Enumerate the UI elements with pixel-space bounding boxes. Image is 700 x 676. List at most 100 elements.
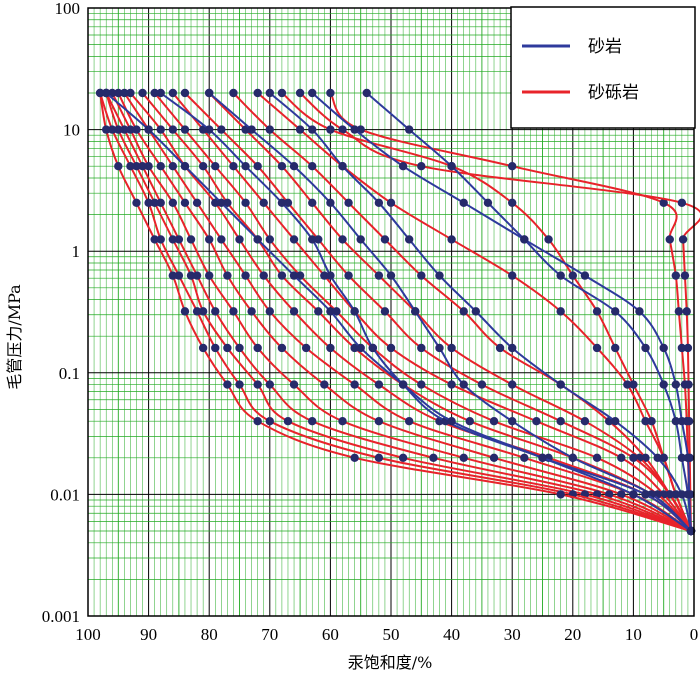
data-point [205, 125, 214, 134]
data-point [368, 343, 378, 353]
data-point [653, 453, 662, 462]
data-point [259, 198, 268, 208]
data-point [132, 125, 141, 134]
data-point [186, 235, 196, 244]
data-point [338, 235, 347, 244]
data-point [677, 343, 687, 353]
data-point [253, 235, 262, 244]
data-point [180, 198, 190, 208]
data-point [283, 198, 293, 208]
data-point [320, 271, 329, 280]
data-point [489, 416, 499, 426]
data-point [686, 526, 696, 536]
data-point [629, 490, 638, 499]
series-line [105, 92, 692, 532]
data-point [520, 453, 529, 462]
data-point [447, 235, 456, 244]
data-point [344, 271, 353, 280]
x-tick-label: 60 [322, 625, 339, 644]
y-axis-title: 毛管压力/MPa [5, 284, 24, 390]
legend: 砂岩 砂砾岩 [510, 6, 696, 129]
data-point [277, 88, 287, 98]
x-tick-label: 0 [690, 625, 699, 644]
data-point [556, 490, 565, 499]
data-point [611, 416, 620, 426]
data-point [211, 198, 220, 208]
data-point [326, 88, 335, 98]
data-point [150, 235, 159, 244]
data-point [447, 162, 456, 171]
data-point [247, 125, 256, 134]
data-point [538, 453, 547, 462]
data-point [671, 380, 681, 389]
data-point [223, 271, 232, 280]
data-point [211, 343, 220, 353]
data-point [465, 416, 474, 426]
data-point [150, 198, 159, 208]
data-point [265, 416, 274, 426]
data-point [326, 198, 335, 208]
data-point [156, 198, 165, 208]
data-point [362, 88, 371, 98]
data-point [289, 271, 299, 280]
data-point [144, 198, 153, 208]
data-point [682, 307, 691, 316]
series-13 [168, 88, 696, 536]
data-point [617, 453, 626, 462]
y-tick-label: 0.01 [50, 485, 80, 504]
data-point [265, 307, 274, 316]
series-line [111, 92, 692, 532]
data-point [677, 490, 687, 499]
data-point [489, 453, 499, 462]
x-tick-label: 40 [443, 625, 460, 644]
data-point [671, 271, 681, 280]
data-point [356, 235, 365, 244]
data-point [247, 307, 256, 316]
x-tick-label: 10 [625, 625, 642, 644]
data-point [192, 198, 202, 208]
data-point [186, 271, 196, 280]
data-point [568, 453, 577, 462]
data-point [677, 416, 687, 426]
series-19 [108, 88, 696, 536]
data-point [217, 125, 226, 134]
data-point [508, 271, 517, 280]
data-point [556, 416, 565, 426]
data-point [192, 307, 202, 316]
data-point [156, 88, 165, 98]
data-point [138, 88, 147, 98]
data-point [320, 380, 329, 389]
data-point [398, 453, 408, 462]
y-tick-label: 10 [63, 121, 80, 140]
data-point [101, 88, 111, 98]
data-point [532, 416, 541, 426]
data-point [338, 125, 347, 134]
data-point [229, 307, 238, 316]
data-point [592, 453, 602, 462]
data-point [168, 271, 178, 280]
data-point [659, 198, 668, 208]
data-point [156, 125, 165, 134]
data-point [168, 125, 178, 134]
legend-label-conglomerate: 砂砾岩 [588, 83, 639, 103]
series-line [99, 92, 692, 532]
data-point [235, 380, 244, 389]
x-tick-label: 70 [261, 625, 278, 644]
x-tick-label: 100 [75, 625, 101, 644]
data-point [404, 125, 414, 134]
data-point [332, 307, 341, 316]
data-point [168, 162, 178, 171]
data-point [350, 307, 359, 316]
series-2 [265, 88, 696, 536]
data-point [374, 380, 384, 389]
data-point [417, 380, 426, 389]
data-point [350, 343, 359, 353]
data-point [611, 343, 620, 353]
data-point [156, 162, 165, 171]
data-point [174, 235, 184, 244]
data-point [120, 88, 129, 98]
data-point [295, 88, 305, 98]
data-point [126, 88, 135, 98]
data-point [611, 307, 620, 316]
